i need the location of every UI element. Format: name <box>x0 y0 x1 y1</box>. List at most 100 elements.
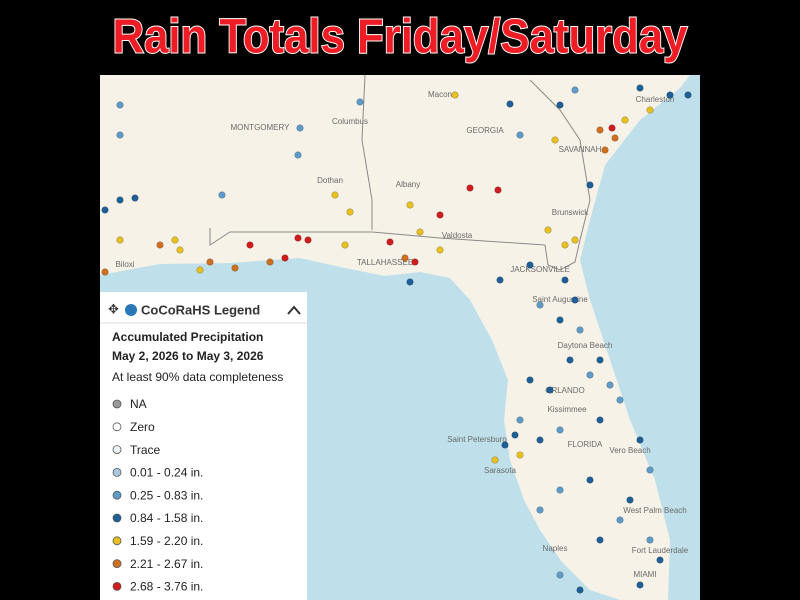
station <box>611 134 619 142</box>
station <box>411 258 419 266</box>
atlantic <box>580 75 700 600</box>
collapse-button[interactable] <box>287 305 301 315</box>
station <box>606 381 614 389</box>
station <box>551 136 559 144</box>
legend-label: Zero <box>130 420 155 434</box>
station <box>684 91 692 99</box>
station <box>101 268 109 276</box>
station <box>176 246 184 254</box>
station <box>646 106 654 114</box>
station <box>266 258 274 266</box>
place-label: Columbus <box>332 117 368 126</box>
legend-label: 0.01 - 0.24 in. <box>130 466 203 480</box>
station <box>646 536 654 544</box>
logo <box>125 304 137 316</box>
station <box>571 296 579 304</box>
station <box>451 91 459 99</box>
station <box>561 276 569 284</box>
legend-swatch <box>112 399 122 409</box>
legend-swatch <box>112 536 122 546</box>
station <box>596 416 604 424</box>
station <box>556 426 564 434</box>
station <box>576 326 584 334</box>
place-label: SAVANNAH <box>559 145 602 154</box>
station <box>536 436 544 444</box>
station <box>386 238 394 246</box>
station <box>526 261 534 269</box>
place-label: Dothan <box>317 176 343 185</box>
station <box>401 254 409 262</box>
legend-label: 2.68 - 3.76 in. <box>130 580 203 594</box>
station <box>436 246 444 254</box>
legend-dates: May 2, 2026 to May 3, 2026 <box>112 349 264 363</box>
station <box>636 581 644 589</box>
station <box>544 226 552 234</box>
station <box>536 506 544 514</box>
place-label: Valdosta <box>442 231 473 240</box>
station <box>246 241 254 249</box>
legend-swatch <box>112 513 122 523</box>
place-label: MIAMI <box>633 570 656 579</box>
station <box>556 486 564 494</box>
station <box>206 258 214 266</box>
station <box>294 151 302 159</box>
place-label: Macon <box>428 90 452 99</box>
station <box>116 131 124 139</box>
station <box>196 266 204 274</box>
station <box>116 196 124 204</box>
station <box>561 241 569 249</box>
place-label: MONTGOMERY <box>231 123 291 132</box>
stations <box>101 84 692 594</box>
station <box>636 84 644 92</box>
station <box>636 436 644 444</box>
station <box>416 228 424 236</box>
place-label: FLORIDA <box>568 440 603 449</box>
station <box>506 100 514 108</box>
place-label: West Palm Beach <box>623 506 686 515</box>
station <box>356 98 364 106</box>
state-line <box>529 79 591 241</box>
legend-label: 0.84 - 1.58 in. <box>130 511 203 525</box>
place-label: Brunswick <box>552 208 589 217</box>
station <box>571 86 579 94</box>
place-label: Saint Augustine <box>532 295 588 304</box>
station <box>586 181 594 189</box>
place-label: Daytona Beach <box>558 341 613 350</box>
borders <box>209 74 591 271</box>
state-line <box>209 228 546 246</box>
station <box>616 516 624 524</box>
legend-heading: Accumulated Precipitation <box>112 330 263 344</box>
legend-label: 1.59 - 2.20 in. <box>130 534 203 548</box>
station <box>296 124 304 132</box>
station <box>406 201 414 209</box>
station <box>616 396 624 404</box>
legend-swatch <box>112 559 122 568</box>
place-label: Fort Lauderdale <box>632 546 689 555</box>
station <box>596 126 604 134</box>
legend-label: NA <box>130 397 147 411</box>
legend-panel <box>100 292 307 600</box>
move-icon[interactable]: ✥ <box>108 301 119 316</box>
legend-swatch <box>112 582 122 591</box>
legend-label: 0.25 - 0.83 in. <box>130 488 203 502</box>
station <box>496 276 504 284</box>
place-label: Charleston <box>636 95 675 104</box>
legend-note: At least 90% data completeness <box>112 370 283 384</box>
station <box>596 536 604 544</box>
station <box>156 241 164 249</box>
place-label: Albany <box>396 180 420 189</box>
place-label: JACKSONVILLE <box>510 265 570 274</box>
station <box>516 416 524 424</box>
station <box>571 236 579 244</box>
station <box>601 146 609 154</box>
station <box>171 236 179 244</box>
place-label: Vero Beach <box>609 446 650 455</box>
station <box>101 206 109 214</box>
place-label: Biloxi <box>115 260 134 269</box>
station <box>341 241 349 249</box>
station <box>546 386 554 394</box>
place-label: Saint Petersburg <box>447 435 507 444</box>
station <box>218 191 226 199</box>
